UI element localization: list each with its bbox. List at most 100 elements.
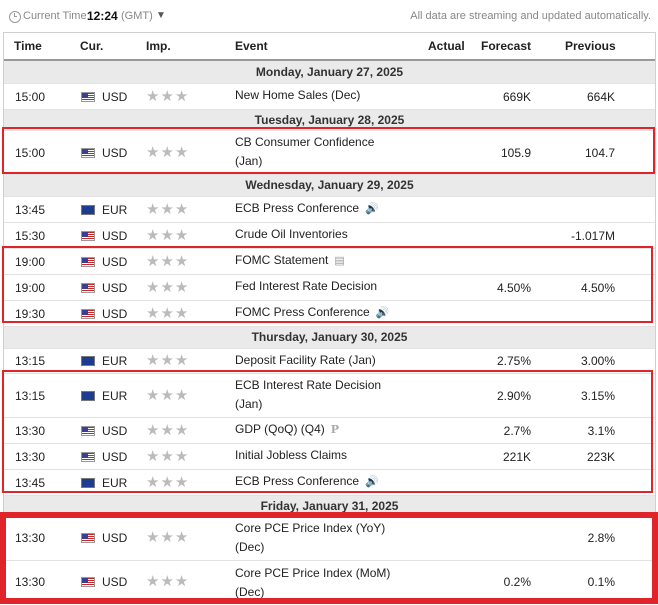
event-previous: 223K: [586, 450, 615, 464]
event-name[interactable]: FOMC Statement ▤: [235, 251, 345, 271]
preliminary-icon[interactable]: P: [330, 423, 340, 436]
timezone[interactable]: (GMT): [121, 10, 153, 22]
event-previous: 3.15%: [580, 389, 615, 403]
event-name[interactable]: Crude Oil Inventories: [235, 227, 348, 241]
table-row[interactable]: 15:00 USD ★★★ New Home Sales (Dec) 669K …: [4, 84, 655, 110]
event-name[interactable]: ECB Press Conference 🔊: [235, 199, 379, 219]
event-name[interactable]: ECB Press Conference 🔊: [235, 472, 379, 492]
us-flag-icon: [81, 257, 95, 267]
importance-stars-icon: ★★★: [146, 144, 190, 161]
table-row[interactable]: 19:00 USD ★★★ Fed Interest Rate Decision…: [4, 275, 655, 301]
event-name[interactable]: ECB Interest Rate Decision (Jan): [235, 376, 381, 414]
highlight-box: [2, 127, 655, 174]
importance-stars-icon: ★★★: [146, 529, 190, 546]
table-row[interactable]: 13:15 EUR ★★★ Deposit Facility Rate (Jan…: [4, 349, 655, 374]
event-name-line2: (Dec): [235, 585, 265, 599]
event-currency: EUR: [102, 389, 128, 403]
day-label: Thursday, January 30, 2025: [251, 330, 408, 344]
importance-stars-icon: ★★★: [146, 422, 190, 439]
event-currency: USD: [102, 281, 128, 295]
event-name[interactable]: Fed Interest Rate Decision: [235, 279, 378, 293]
event-previous: 4.50%: [580, 281, 615, 295]
table-row[interactable]: 19:30 USD ★★★ FOMC Press Conference 🔊: [4, 301, 655, 327]
event-previous: -1.017M: [570, 229, 615, 243]
event-previous: 3.00%: [580, 354, 615, 368]
current-time-label: Current Time:: [23, 10, 90, 22]
event-forecast: 105.9: [500, 146, 531, 160]
event-currency: USD: [102, 424, 128, 438]
day-label: Friday, January 31, 2025: [260, 499, 399, 513]
col-currency[interactable]: Cur.: [80, 39, 104, 53]
col-importance[interactable]: Imp.: [146, 39, 171, 53]
event-currency: USD: [102, 90, 128, 104]
col-time[interactable]: Time: [14, 39, 42, 53]
event-name-line1: ECB Interest Rate Decision: [235, 378, 382, 392]
col-event[interactable]: Event: [235, 39, 268, 53]
table-row[interactable]: 13:45 EUR ★★★ ECB Press Conference 🔊: [4, 197, 655, 223]
event-label: ECB Press Conference: [235, 474, 360, 488]
highlight-box: [0, 512, 658, 604]
importance-stars-icon: ★★★: [146, 253, 190, 270]
event-name[interactable]: CB Consumer Confidence (Jan): [235, 133, 374, 171]
table-row[interactable]: 13:30 USD ★★★ Core PCE Price Index (YoY)…: [4, 516, 655, 561]
day-label: Tuesday, January 28, 2025: [254, 113, 405, 127]
event-name[interactable]: New Home Sales (Dec): [235, 88, 361, 102]
day-label: Monday, January 27, 2025: [255, 65, 404, 79]
event-name[interactable]: GDP (QoQ) (Q4) P: [235, 420, 339, 439]
event-name[interactable]: FOMC Press Conference 🔊: [235, 303, 389, 323]
chevron-down-icon[interactable]: ▼: [156, 10, 166, 21]
us-flag-icon: [81, 231, 95, 241]
event-time: 15:30: [15, 229, 46, 243]
us-flag-icon: [81, 452, 95, 462]
table-row[interactable]: 13:30 USD ★★★ Initial Jobless Claims 221…: [4, 444, 655, 470]
event-forecast: 4.50%: [496, 281, 531, 295]
event-name[interactable]: Core PCE Price Index (MoM) (Dec): [235, 564, 390, 602]
event-time: 13:45: [15, 203, 46, 217]
top-bar: Current Time: 12:24 (GMT) ▼ All data are…: [0, 0, 658, 32]
importance-stars-icon: ★★★: [146, 387, 190, 404]
event-forecast: 669K: [502, 90, 531, 104]
speaker-icon[interactable]: 🔊: [375, 307, 390, 319]
event-currency: USD: [102, 531, 128, 545]
event-currency: USD: [102, 450, 128, 464]
event-time: 13:15: [15, 389, 46, 403]
event-previous: 104.7: [584, 146, 615, 160]
document-icon[interactable]: ▤: [334, 255, 345, 267]
day-header: Tuesday, January 28, 2025: [4, 110, 655, 131]
table-row[interactable]: 13:15 EUR ★★★ ECB Interest Rate Decision…: [4, 374, 655, 418]
event-name[interactable]: Initial Jobless Claims: [235, 448, 348, 462]
importance-stars-icon: ★★★: [146, 305, 190, 322]
event-currency: EUR: [102, 476, 128, 490]
table-row[interactable]: 13:30 USD ★★★ Core PCE Price Index (MoM)…: [4, 561, 655, 605]
event-previous: 2.8%: [587, 531, 615, 545]
event-name[interactable]: Core PCE Price Index (YoY) (Dec): [235, 519, 385, 557]
event-time: 19:00: [15, 255, 46, 269]
col-forecast[interactable]: Forecast: [481, 39, 532, 53]
event-time: 19:30: [15, 307, 46, 321]
highlight-box: [2, 370, 653, 493]
table-row[interactable]: 19:00 USD ★★★ FOMC Statement ▤: [4, 249, 655, 275]
event-name-line1: CB Consumer Confidence: [235, 135, 375, 149]
importance-stars-icon: ★★★: [146, 88, 190, 105]
col-previous[interactable]: Previous: [565, 39, 616, 53]
event-currency: EUR: [102, 203, 128, 217]
event-forecast: 2.75%: [496, 354, 531, 368]
event-currency: USD: [102, 575, 128, 589]
speaker-icon[interactable]: 🔊: [365, 476, 379, 488]
event-previous: 0.1%: [587, 575, 615, 589]
importance-stars-icon: ★★★: [146, 448, 190, 465]
table-row[interactable]: 13:45 EUR ★★★ ECB Press Conference 🔊: [4, 470, 655, 496]
table-row[interactable]: 15:00 USD ★★★ CB Consumer Confidence (Jan…: [4, 131, 655, 175]
day-header: Monday, January 27, 2025: [4, 61, 655, 84]
col-actual[interactable]: Actual: [428, 39, 465, 53]
speaker-icon[interactable]: 🔊: [365, 203, 379, 215]
event-time: 13:15: [15, 354, 46, 368]
importance-stars-icon: ★★★: [146, 474, 190, 491]
event-name[interactable]: Deposit Facility Rate (Jan): [235, 353, 376, 367]
importance-stars-icon: ★★★: [146, 352, 190, 369]
event-previous: 664K: [586, 90, 615, 104]
table-row[interactable]: 15:30 USD ★★★ Crude Oil Inventories -1.0…: [4, 223, 655, 249]
event-forecast: 2.7%: [503, 424, 531, 438]
table-row[interactable]: 13:30 USD ★★★ GDP (QoQ) (Q4) P 2.7% 3.1%: [4, 418, 655, 444]
importance-stars-icon: ★★★: [146, 279, 190, 296]
